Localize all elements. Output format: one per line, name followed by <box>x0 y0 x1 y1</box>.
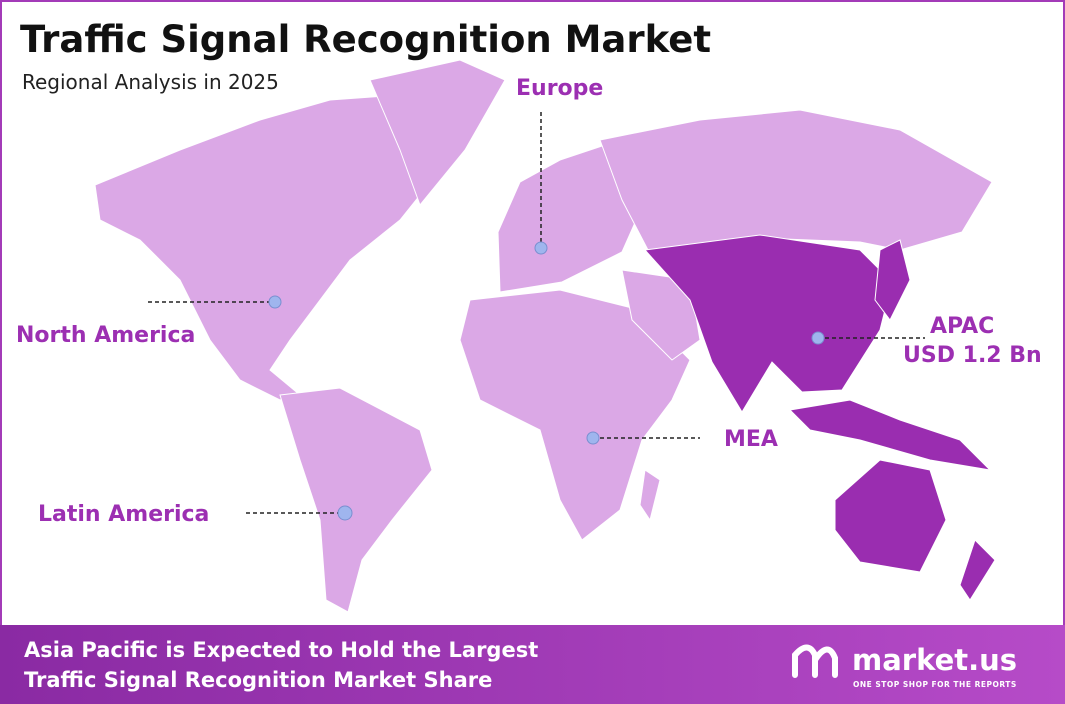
region-label: APAC <box>930 314 994 339</box>
brand-logo <box>792 644 838 678</box>
region-label: MEA <box>724 427 778 452</box>
region-dot <box>337 505 353 521</box>
region-dot <box>811 331 825 345</box>
region-dot <box>586 431 600 445</box>
subtitle: Regional Analysis in 2025 <box>22 70 279 94</box>
world-map <box>94 59 996 613</box>
region-dot <box>268 295 282 309</box>
region-label: Latin America <box>38 502 209 527</box>
region-label: North America <box>16 323 195 348</box>
region-label: Europe <box>516 76 603 101</box>
footer-text: Asia Pacific is Expected to Hold the Lar… <box>24 638 538 662</box>
footer-text: Traffic Signal Recognition Market Share <box>24 668 492 692</box>
brand-name: market.us <box>852 643 1017 677</box>
region-value: USD 1.2 Bn <box>903 343 1042 368</box>
brand-tagline: ONE STOP SHOP FOR THE REPORTS <box>853 680 1017 689</box>
title: Traffic Signal Recognition Market <box>20 18 711 61</box>
region-dot <box>534 241 548 255</box>
footer-band <box>0 625 1065 704</box>
